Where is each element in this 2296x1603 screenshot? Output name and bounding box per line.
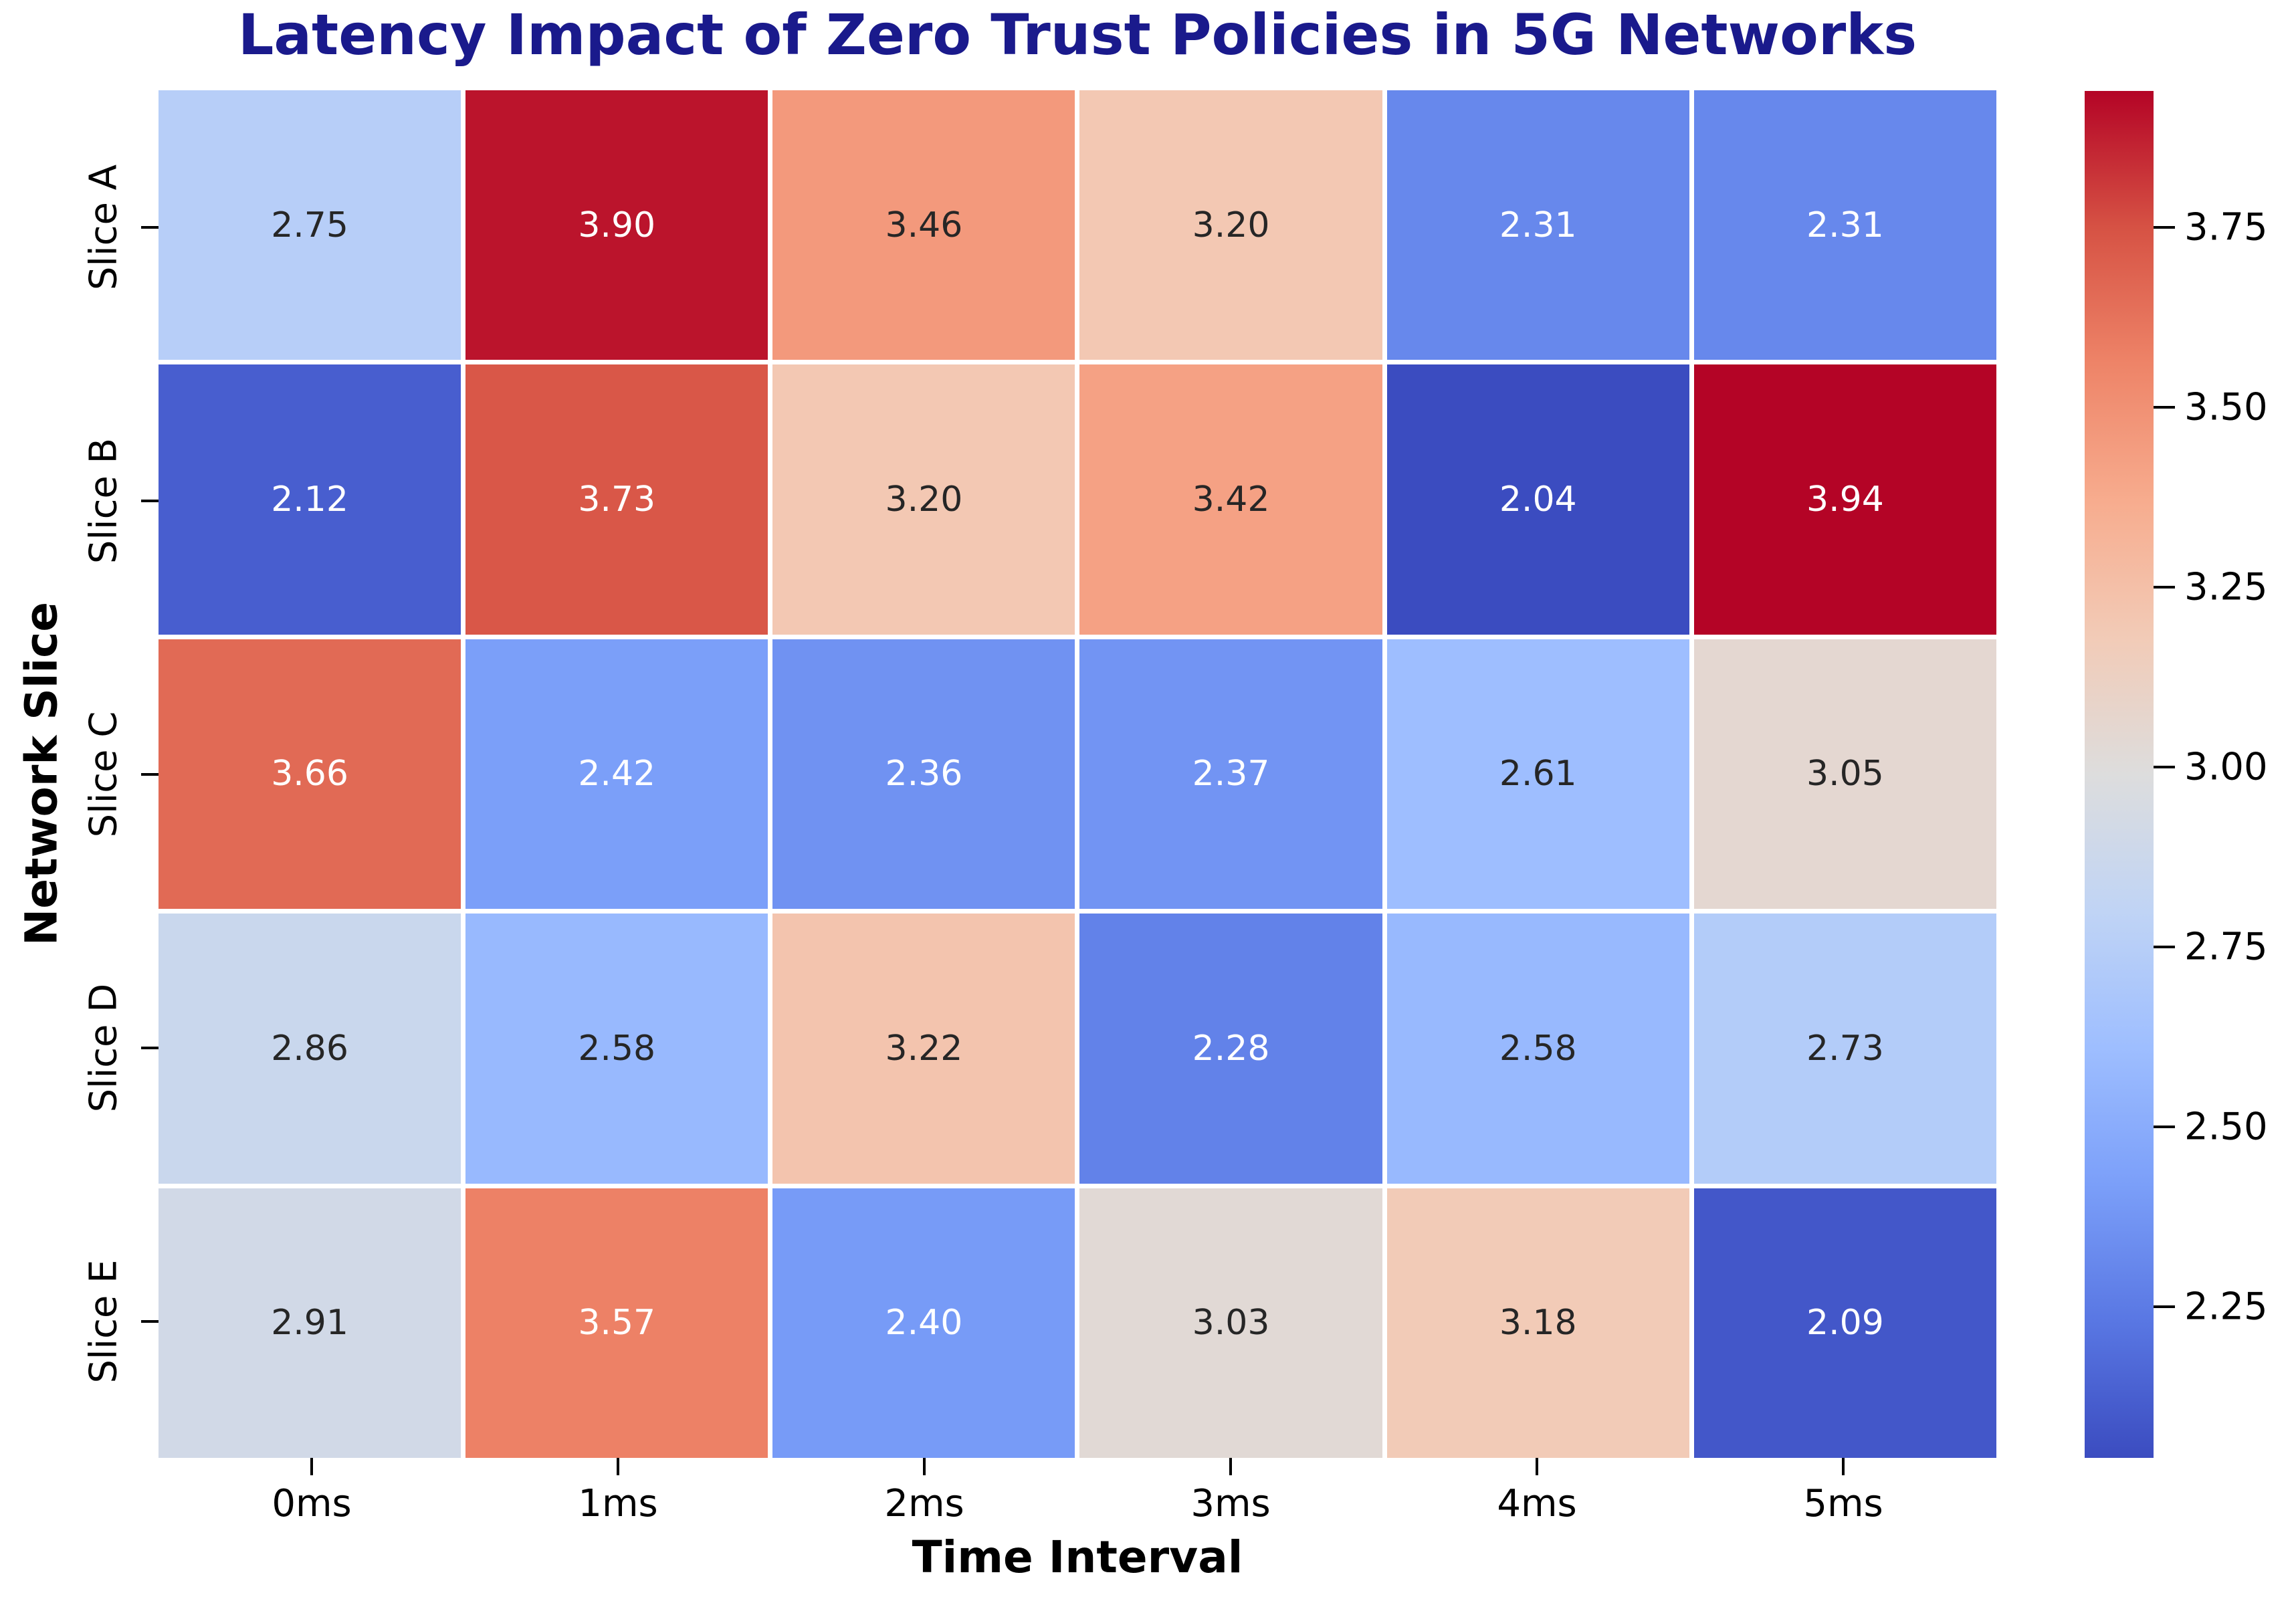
colorbar-tick-mark bbox=[2154, 586, 2175, 589]
chart-title: Latency Impact of Zero Trust Policies in… bbox=[237, 2, 1917, 68]
heatmap-cell: 3.90 bbox=[465, 90, 768, 360]
x-tick-label: 3ms bbox=[1190, 1482, 1271, 1525]
heatmap-cell: 2.09 bbox=[1693, 1188, 1996, 1458]
heatmap-cell: 2.75 bbox=[159, 90, 461, 360]
colorbar bbox=[2085, 91, 2154, 1458]
colorbar-tick-label: 3.75 bbox=[2184, 205, 2268, 249]
x-axis-label: Time Interval bbox=[912, 1531, 1243, 1583]
colorbar-tick-mark bbox=[2154, 1126, 2175, 1129]
x-tick-mark bbox=[617, 1458, 619, 1475]
heatmap-cell: 3.94 bbox=[1693, 364, 1996, 635]
x-tick-label: 4ms bbox=[1497, 1482, 1577, 1525]
heatmap-cell: 2.40 bbox=[772, 1188, 1075, 1458]
heatmap-cell: 2.86 bbox=[159, 914, 461, 1184]
colorbar-tick-label: 2.75 bbox=[2184, 925, 2268, 969]
heatmap-cell: 3.46 bbox=[772, 90, 1075, 360]
y-tick-mark bbox=[141, 1319, 159, 1323]
x-tick-mark bbox=[923, 1458, 926, 1475]
colorbar-tick-label: 2.50 bbox=[2184, 1105, 2268, 1149]
colorbar-tick-mark bbox=[2154, 406, 2175, 409]
heatmap-cell: 2.04 bbox=[1386, 364, 1689, 635]
heatmap-cell: 2.73 bbox=[1693, 914, 1996, 1184]
heatmap-cell: 2.61 bbox=[1386, 639, 1689, 910]
heatmap-cell: 3.03 bbox=[1079, 1188, 1382, 1458]
y-tick-label: Slice A bbox=[82, 164, 126, 290]
x-tick-label: 0ms bbox=[272, 1482, 352, 1525]
heatmap-cell: 2.42 bbox=[465, 639, 768, 910]
heatmap-cell: 2.36 bbox=[772, 639, 1075, 910]
y-tick-mark bbox=[141, 1046, 159, 1049]
x-tick-mark bbox=[1229, 1458, 1232, 1475]
y-tick-mark bbox=[141, 772, 159, 776]
heatmap-cell: 3.05 bbox=[1693, 639, 1996, 910]
y-tick-label: Slice D bbox=[82, 983, 126, 1112]
colorbar-tick-mark bbox=[2154, 1305, 2175, 1309]
heatmap-cell: 3.18 bbox=[1386, 1188, 1689, 1458]
heatmap-cell: 2.58 bbox=[465, 914, 768, 1184]
heatmap-cell: 3.73 bbox=[465, 364, 768, 635]
heatmap-cell: 2.91 bbox=[159, 1188, 461, 1458]
y-tick-mark bbox=[141, 225, 159, 229]
colorbar-tick-label: 3.50 bbox=[2184, 385, 2268, 429]
y-tick-label: Slice B bbox=[82, 437, 126, 564]
y-tick-label: Slice E bbox=[82, 1259, 126, 1384]
heatmap-cell: 2.31 bbox=[1693, 90, 1996, 360]
colorbar-tick-mark bbox=[2154, 766, 2175, 769]
y-axis-label: Network Slice bbox=[15, 602, 68, 946]
heatmap-cell: 3.20 bbox=[772, 364, 1075, 635]
x-tick-label: 5ms bbox=[1803, 1482, 1883, 1525]
heatmap-cell: 3.20 bbox=[1079, 90, 1382, 360]
x-tick-label: 1ms bbox=[578, 1482, 658, 1525]
heatmap-cell: 3.66 bbox=[159, 639, 461, 910]
y-tick-mark bbox=[141, 499, 159, 502]
heatmap-cell: 3.22 bbox=[772, 914, 1075, 1184]
colorbar-tick-label: 3.25 bbox=[2184, 565, 2268, 609]
heatmap-cell: 2.28 bbox=[1079, 914, 1382, 1184]
heatmap-cell: 2.58 bbox=[1386, 914, 1689, 1184]
colorbar-tick-label: 2.25 bbox=[2184, 1285, 2268, 1329]
heatmap-cell: 3.42 bbox=[1079, 364, 1382, 635]
heatmap-grid: 2.75 3.90 3.46 3.20 2.31 2.31 2.12 3.73 3.20 3.42… bbox=[159, 90, 1996, 1458]
colorbar-tick-mark bbox=[2154, 946, 2175, 949]
heatmap-cell: 2.37 bbox=[1079, 639, 1382, 910]
x-tick-mark bbox=[310, 1458, 313, 1475]
x-tick-mark bbox=[1842, 1458, 1845, 1475]
x-tick-label: 2ms bbox=[884, 1482, 964, 1525]
y-tick-label: Slice C bbox=[82, 711, 126, 837]
heatmap-cell: 2.12 bbox=[159, 364, 461, 635]
heatmap-cell: 3.57 bbox=[465, 1188, 768, 1458]
heatmap-cell: 2.31 bbox=[1386, 90, 1689, 360]
colorbar-tick-mark bbox=[2154, 226, 2175, 229]
x-tick-mark bbox=[1536, 1458, 1538, 1475]
colorbar-tick-label: 3.00 bbox=[2184, 745, 2268, 789]
